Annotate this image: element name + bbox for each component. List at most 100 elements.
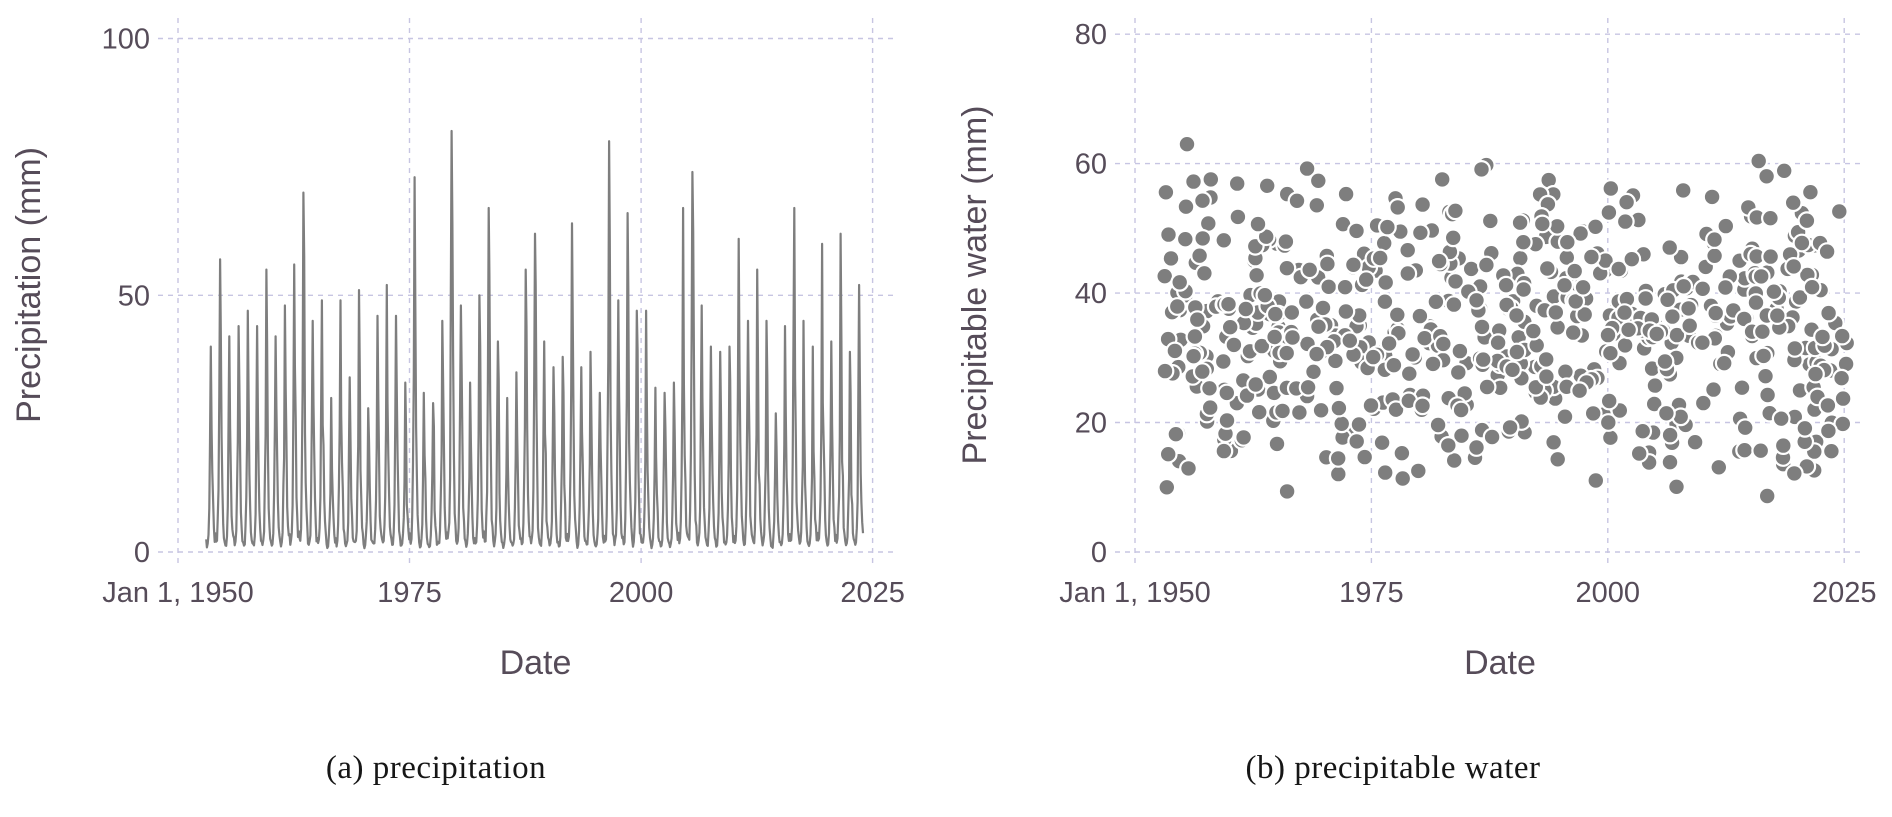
scatter-point <box>1411 223 1430 243</box>
scatter-point <box>1399 364 1419 384</box>
scatter-point <box>1370 248 1390 268</box>
scatter-point <box>1267 434 1287 454</box>
scatter-point <box>1201 169 1221 189</box>
scatter-point <box>1709 457 1729 477</box>
scatter-point <box>1636 289 1655 308</box>
scatter-point <box>1386 400 1406 420</box>
scatter-point <box>1234 428 1254 447</box>
scatter-point <box>1693 279 1713 299</box>
scatter-point <box>1290 403 1309 422</box>
scatter-point <box>1751 267 1771 286</box>
scatter-point <box>1398 264 1418 283</box>
scatter-point <box>1792 233 1812 253</box>
scatter-point <box>1257 176 1277 196</box>
y-tick-label: 60 <box>1075 149 1107 181</box>
scatter-point <box>1795 418 1815 438</box>
scatter-point <box>1248 214 1268 234</box>
axis-tick-labels: 0 50 100 Jan 1, 1950 1975 2000 2025 <box>102 24 905 610</box>
scatter-point <box>1764 282 1784 302</box>
x-tick-label: 2000 <box>1576 577 1641 609</box>
scatter-point <box>1536 350 1556 369</box>
scatter-point <box>1388 197 1408 217</box>
scatter-point <box>1716 216 1736 236</box>
scatter-point <box>1213 352 1233 371</box>
scatter-point <box>1347 432 1367 451</box>
scatter-point <box>1398 240 1418 260</box>
scatter-point <box>1714 353 1734 373</box>
x-tick-label: Jan 1, 1950 <box>102 577 254 609</box>
scatter-point <box>1429 251 1449 271</box>
scatter-point <box>1298 377 1318 397</box>
scatter-point <box>1304 362 1323 382</box>
scatter-point <box>1378 217 1397 237</box>
x-tick-label: 2025 <box>1812 577 1877 609</box>
scatter-point <box>1184 172 1203 192</box>
scatter-point <box>1615 303 1634 323</box>
scatter-point <box>1548 449 1568 469</box>
scatter-point <box>1287 191 1307 211</box>
subfigure-a: 0 50 100 Jan 1, 1950 1975 2000 2025 Date Precipi… <box>10 18 905 786</box>
scatter-point <box>1451 400 1471 420</box>
scatter-point <box>1311 400 1331 420</box>
scatter-point <box>1328 449 1348 468</box>
scatter-point <box>1833 389 1853 409</box>
x-tick-label: Jan 1, 1950 <box>1059 577 1211 609</box>
scatter-point <box>1819 303 1838 323</box>
scatter-point <box>1170 272 1190 292</box>
scatter-point <box>1767 306 1787 326</box>
scatter-point <box>1773 436 1793 456</box>
scatter-point <box>1379 334 1399 353</box>
scatter-point <box>1347 221 1366 241</box>
scatter-point <box>1166 424 1186 444</box>
scatter-point <box>1192 362 1212 382</box>
grid-layer <box>158 18 893 566</box>
scatter-point <box>1473 350 1493 370</box>
scatter-point <box>1273 401 1292 421</box>
scatter-point <box>1802 277 1822 297</box>
scatter-point <box>1657 403 1676 423</box>
scatter-point <box>1751 441 1771 461</box>
scatter-point <box>1645 376 1665 396</box>
scatter-point <box>1344 255 1363 275</box>
scatter-point <box>1801 182 1820 202</box>
precipitable-water-scatter-chart: 0 20 40 60 80 Jan 1, 1950 1975 2000 2025 Date Prec… <box>956 18 1877 682</box>
scatter-point <box>1757 486 1777 506</box>
scatter-point <box>1361 396 1381 415</box>
scatter-point <box>1329 398 1349 418</box>
scatter-point <box>1488 333 1508 353</box>
scatter-point <box>1247 265 1267 285</box>
scatter-point <box>1680 316 1700 336</box>
scatter-point <box>1184 346 1204 366</box>
scatter-point <box>1349 415 1369 434</box>
scatter-point <box>1157 477 1177 497</box>
scatter-point <box>1326 351 1345 371</box>
scatter-point <box>1375 292 1395 312</box>
scatter-point <box>1716 278 1735 297</box>
scatter-point <box>1403 345 1423 364</box>
caption-b-text: (b) precipitable water <box>1245 750 1541 786</box>
y-axis-title: Precipitation (mm) <box>10 147 48 423</box>
scatter-point <box>1194 263 1214 283</box>
scatter-point <box>1219 294 1238 314</box>
scatter-point <box>1582 247 1601 267</box>
scatter-point <box>1193 228 1213 248</box>
scatter-point <box>1575 305 1595 324</box>
scatter-point <box>1159 225 1178 245</box>
scatter-point <box>1818 396 1838 415</box>
scatter-point <box>1660 425 1680 445</box>
scatter-point <box>1450 341 1470 361</box>
scatter-point <box>1176 197 1196 217</box>
scatter-point <box>1165 341 1185 361</box>
scatter-point <box>1797 211 1817 231</box>
scatter-point <box>1583 404 1603 423</box>
scatter-point <box>1784 464 1804 483</box>
scatter-point <box>1784 257 1804 276</box>
scatter-point <box>1448 363 1468 382</box>
scatter-point <box>1158 444 1178 464</box>
scatter-point <box>1265 327 1285 347</box>
scatter-point <box>1300 260 1320 280</box>
x-axis-title: Date <box>1464 644 1536 682</box>
scatter-point <box>1761 247 1780 267</box>
scatter-point <box>1297 159 1317 179</box>
y-tick-label: 40 <box>1075 278 1107 310</box>
